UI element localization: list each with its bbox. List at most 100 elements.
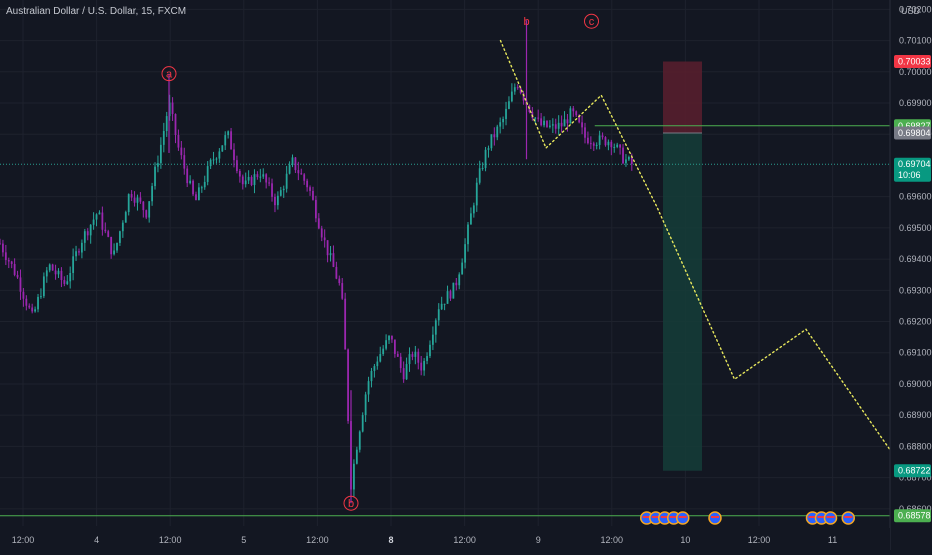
x-tick-label: 12:00 (12, 535, 35, 545)
candle-body (555, 124, 557, 129)
candle-body (344, 299, 346, 350)
candle-body (491, 134, 493, 148)
position-box (663, 61, 702, 470)
candle-body (511, 92, 513, 102)
candle-body (49, 265, 51, 271)
candle-body (142, 202, 144, 210)
candle-body (312, 191, 314, 200)
candle-body (87, 231, 89, 235)
candle-body (368, 381, 370, 394)
interval-label: 15 (141, 6, 152, 17)
candle-body (178, 135, 180, 148)
price-label: 0.69704 (898, 159, 931, 169)
candle-body (417, 352, 419, 363)
candle-body (52, 265, 54, 271)
candle-body (309, 187, 311, 191)
candle-body (572, 108, 574, 111)
candle-body (157, 163, 159, 167)
candle-body (303, 174, 305, 180)
candle-body (406, 364, 408, 379)
candle-body (306, 181, 308, 187)
x-tick-label: 12:00 (601, 535, 624, 545)
candle-body (192, 181, 194, 195)
candle-body (321, 228, 323, 237)
candle-body (119, 231, 121, 243)
candle-body (104, 230, 106, 231)
source-label: FXCM (158, 6, 186, 17)
candle-body (602, 135, 604, 137)
candle-body (25, 299, 27, 306)
candle-body (444, 304, 446, 305)
candle-body (496, 127, 498, 138)
event-icons (641, 512, 903, 524)
candle-body (429, 345, 431, 356)
candle-body (502, 119, 504, 122)
candle-body (213, 159, 215, 160)
candle-body (581, 122, 583, 127)
wave-label-b: b (344, 496, 358, 510)
y-tick-label: 0.69600 (899, 192, 932, 202)
candle-body (476, 183, 478, 206)
candle-body (216, 159, 218, 160)
price-label: 0.68722 (898, 466, 931, 476)
candle-body (265, 174, 267, 182)
candle-body (8, 260, 10, 261)
candle-body (447, 291, 449, 304)
candle-body (493, 134, 495, 137)
candle-body (99, 213, 101, 215)
candle-body (534, 118, 536, 119)
candle-body (590, 143, 592, 144)
candle-body (567, 119, 569, 123)
candle-body (145, 210, 147, 217)
x-tick-label: 12:00 (306, 535, 329, 545)
candle-body (569, 108, 571, 123)
candle-body (546, 121, 548, 127)
candle-body (376, 362, 378, 367)
candle-body (552, 124, 554, 125)
y-tick-label: 0.68800 (899, 441, 932, 451)
x-tick-label: 12:00 (453, 535, 476, 545)
candle-body (61, 271, 63, 280)
candle-body (333, 253, 335, 267)
candle-body (96, 214, 98, 219)
candle-body (540, 118, 542, 125)
candle-body (356, 450, 358, 464)
candle-body (382, 349, 384, 354)
candle-body (31, 307, 33, 311)
candle-body (537, 118, 539, 119)
candle-body (488, 148, 490, 150)
x-tick-label: 12:00 (748, 535, 771, 545)
candle-body (93, 220, 95, 225)
candle-body (251, 177, 253, 185)
candle-body (245, 181, 247, 185)
y-tick-label: 0.69100 (899, 348, 932, 358)
candle-body (458, 274, 460, 285)
candle-body (37, 297, 39, 309)
y-tick-label: 0.69200 (899, 317, 932, 327)
candle-body (464, 244, 466, 262)
candle-body (385, 340, 387, 349)
symbol-title[interactable]: Australian Dollar / U.S. Dollar, 15, FXC… (6, 6, 186, 17)
candle-body (172, 103, 174, 114)
candle-body (605, 137, 607, 145)
candle-body (66, 281, 68, 284)
candle-body (403, 368, 405, 379)
candle-body (625, 159, 627, 163)
candle-body (330, 253, 332, 255)
candle-body (218, 151, 220, 158)
x-tick-label: 9 (536, 535, 541, 545)
price-label: 0.69804 (898, 128, 931, 138)
y-tick-label: 0.68900 (899, 410, 932, 420)
candle-body (259, 177, 261, 178)
candle-body (40, 296, 42, 297)
y-tick-label: 0.69900 (899, 98, 932, 108)
price-label: 0.68578 (898, 511, 931, 521)
candle-body (166, 116, 168, 131)
currency-label[interactable]: USD (901, 6, 920, 16)
candle-body (292, 157, 294, 165)
candle-body (300, 173, 302, 174)
candle-body (201, 187, 203, 188)
candle-body (455, 283, 457, 285)
